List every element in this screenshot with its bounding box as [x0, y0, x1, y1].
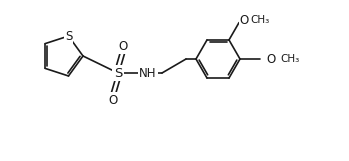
Text: O: O [118, 39, 128, 52]
Text: NH: NH [139, 66, 157, 80]
Text: O: O [109, 94, 118, 106]
Text: CH₃: CH₃ [280, 54, 299, 64]
Text: O: O [266, 52, 276, 66]
Text: CH₃: CH₃ [250, 15, 269, 25]
Text: O: O [240, 14, 249, 27]
Text: S: S [114, 66, 122, 80]
Text: S: S [65, 29, 72, 43]
